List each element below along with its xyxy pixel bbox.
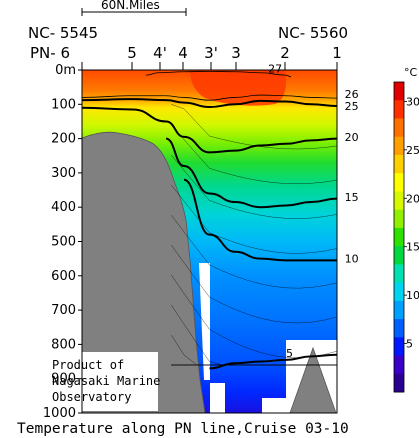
station-label: PN- 6	[30, 44, 70, 62]
y-tick-label: 700	[51, 303, 76, 318]
station-id-right: NC- 5560	[278, 24, 348, 42]
colorbar-unit: °C	[404, 66, 418, 79]
colorbar-swatch	[394, 209, 404, 229]
isotherm-20	[82, 106, 337, 154]
note-line-2: Nagasaki Marine	[52, 374, 160, 388]
colorbar-swatch	[394, 136, 404, 156]
station-id-left: NC- 5545	[28, 24, 98, 42]
colorbar-tick-label: 25	[406, 144, 419, 157]
colorbar-tick-label: 20	[406, 192, 419, 205]
isotherm-25	[82, 98, 337, 109]
isotherm-minor	[171, 244, 337, 324]
seafloor-slope	[82, 131, 206, 413]
contour-label: 25	[345, 100, 359, 113]
station-label: 3	[231, 44, 241, 62]
contour-label: 15	[345, 191, 359, 204]
station-label: 4'	[153, 44, 167, 62]
data-gap-bottom-mid2	[262, 398, 286, 413]
station-label: 1	[332, 44, 342, 62]
station-label: 5	[127, 44, 137, 62]
colorbar-tick-label: 15	[406, 241, 419, 254]
y-axis: 0m 100 200 300 400 500 600 700 800 900 1000	[43, 63, 82, 421]
y-tick-label: 0m	[55, 63, 76, 78]
chart-title: Temperature along PN line,Cruise 03-10	[17, 421, 349, 437]
colorbar-swatch	[394, 191, 404, 211]
isotherm-minor	[171, 184, 337, 254]
isotherm-10	[183, 178, 337, 262]
colorbar-swatch	[394, 373, 404, 393]
seafloor-seamount	[289, 346, 337, 413]
colorbar-swatch	[394, 173, 404, 192]
isotherm-contours	[82, 70, 337, 370]
contour-label: 26	[345, 88, 359, 101]
colorbar-swatch	[394, 282, 404, 302]
station-label: 2	[280, 44, 290, 62]
y-tick-label: 300	[51, 166, 76, 181]
colorbar-swatch	[394, 337, 404, 357]
product-note: Product of Nagasaki Marine Observatory	[46, 352, 160, 411]
isotherm-minor	[171, 214, 337, 289]
note-line-3: Observatory	[52, 390, 131, 404]
colorbar-swatch	[394, 154, 404, 174]
contour-label: 10	[345, 253, 359, 266]
colorbar-frame	[393, 81, 405, 393]
isotherm-minor	[171, 154, 337, 219]
colorbar: 5 10 15 20 25 30	[393, 81, 419, 393]
colorbar-swatch	[394, 82, 404, 101]
scale-bar: 60N.Miles	[81, 0, 187, 16]
isotherm-26	[82, 94, 337, 101]
isotherm-minor	[171, 274, 337, 359]
warm-core	[190, 70, 287, 106]
colorbar-swatch	[394, 100, 404, 119]
colorbar-swatch	[394, 264, 404, 284]
y-tick-label: 800	[51, 337, 76, 352]
data-gap-bottom-mid	[210, 383, 225, 413]
station-label: 4	[178, 44, 188, 62]
colorbar-swatch	[394, 300, 404, 320]
y-tick-label: 400	[51, 200, 76, 215]
colorbar-swatch	[394, 118, 404, 138]
scale-bar-label: 60N.Miles	[101, 0, 160, 12]
colorbar-tick-label: 30	[406, 95, 419, 108]
contour-label: 20	[345, 131, 359, 144]
colorbar-tick-label: 10	[406, 289, 419, 302]
white-step	[199, 263, 210, 380]
y-tick-label: 1000	[43, 406, 76, 421]
colorbar-swatch	[394, 227, 404, 247]
station-label: 3'	[204, 44, 218, 62]
contour-label: 5	[286, 347, 293, 360]
y-tick-label: 100	[51, 97, 76, 112]
station-axis: PN- 6 5 4' 4 3' 3 2 1	[30, 44, 342, 70]
y-tick-label: 900	[51, 372, 76, 387]
isotherm-15	[165, 137, 337, 209]
isotherm-minor	[171, 124, 337, 185]
isotherm-minor	[171, 104, 337, 150]
colorbar-tick-label: 5	[406, 338, 413, 351]
note-line-1: Product of	[52, 358, 124, 372]
colorbar-swatch	[394, 355, 404, 375]
colorbar-swatch	[394, 319, 404, 338]
y-tick-label: 600	[51, 269, 76, 284]
isotherm-27	[145, 70, 292, 78]
y-tick-label: 200	[51, 132, 76, 147]
contour-label: 27	[268, 62, 282, 75]
y-tick-label: 500	[51, 235, 76, 250]
colorbar-swatch	[394, 246, 404, 265]
